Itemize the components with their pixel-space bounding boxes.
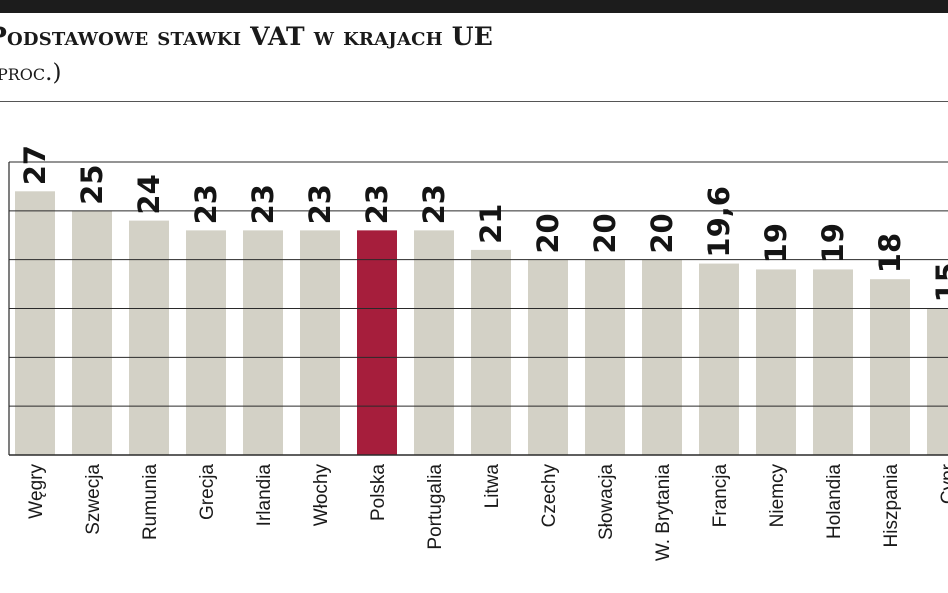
value-label: 27: [18, 145, 52, 185]
bar: [699, 263, 739, 455]
bar: [870, 279, 910, 455]
value-label: 20: [645, 213, 679, 253]
category-label: Grecja: [197, 464, 218, 520]
value-label: 25: [75, 164, 109, 204]
category-label: Irlandia: [254, 464, 275, 527]
category-label: Holandia: [824, 464, 845, 539]
bar: [471, 249, 511, 455]
top-bar: [0, 0, 948, 13]
category-label: Cypr: [938, 463, 948, 504]
value-label: 24: [132, 174, 166, 214]
category-label: Portugalia: [425, 464, 446, 550]
value-label: 18: [873, 233, 907, 273]
chart-subtitle: (proc.): [0, 60, 62, 86]
bar: [927, 308, 948, 455]
chart-title: Podstawowe stawki VAT w krajach UE: [0, 22, 494, 51]
bar: [72, 210, 112, 455]
value-label: 23: [303, 184, 337, 224]
bar: [756, 269, 796, 455]
category-label: Polska: [368, 464, 389, 521]
bar: [357, 230, 397, 455]
bar: [129, 220, 169, 455]
header-divider: [0, 101, 948, 102]
bar: [813, 269, 853, 455]
category-label: Czechy: [539, 464, 560, 528]
value-label: 15: [930, 262, 948, 302]
value-label: 19: [816, 223, 850, 263]
category-label: Niemcy: [767, 464, 788, 528]
value-label: 23: [189, 184, 223, 224]
bar: [15, 191, 55, 456]
value-label: 19,6: [702, 186, 736, 258]
category-label: W. Brytania: [653, 464, 674, 562]
bar: [414, 230, 454, 455]
category-label: Włochy: [311, 464, 332, 527]
value-label: 20: [531, 213, 565, 253]
value-label: 23: [417, 184, 451, 224]
bar: [243, 230, 283, 455]
category-label: Hiszpania: [881, 464, 902, 548]
value-label: 19: [759, 223, 793, 263]
value-label: 21: [474, 204, 508, 244]
category-label: Węgry: [26, 464, 47, 519]
category-label: Francja: [710, 464, 731, 528]
value-label: 23: [246, 184, 280, 224]
value-label: 20: [588, 213, 622, 253]
category-label: Słowacja: [596, 464, 617, 540]
value-label: 23: [360, 184, 394, 224]
bar: [300, 230, 340, 455]
category-label: Rumunia: [140, 464, 161, 540]
category-label: Litwa: [482, 464, 503, 509]
category-label: Szwecja: [83, 464, 104, 535]
bar: [186, 230, 226, 455]
